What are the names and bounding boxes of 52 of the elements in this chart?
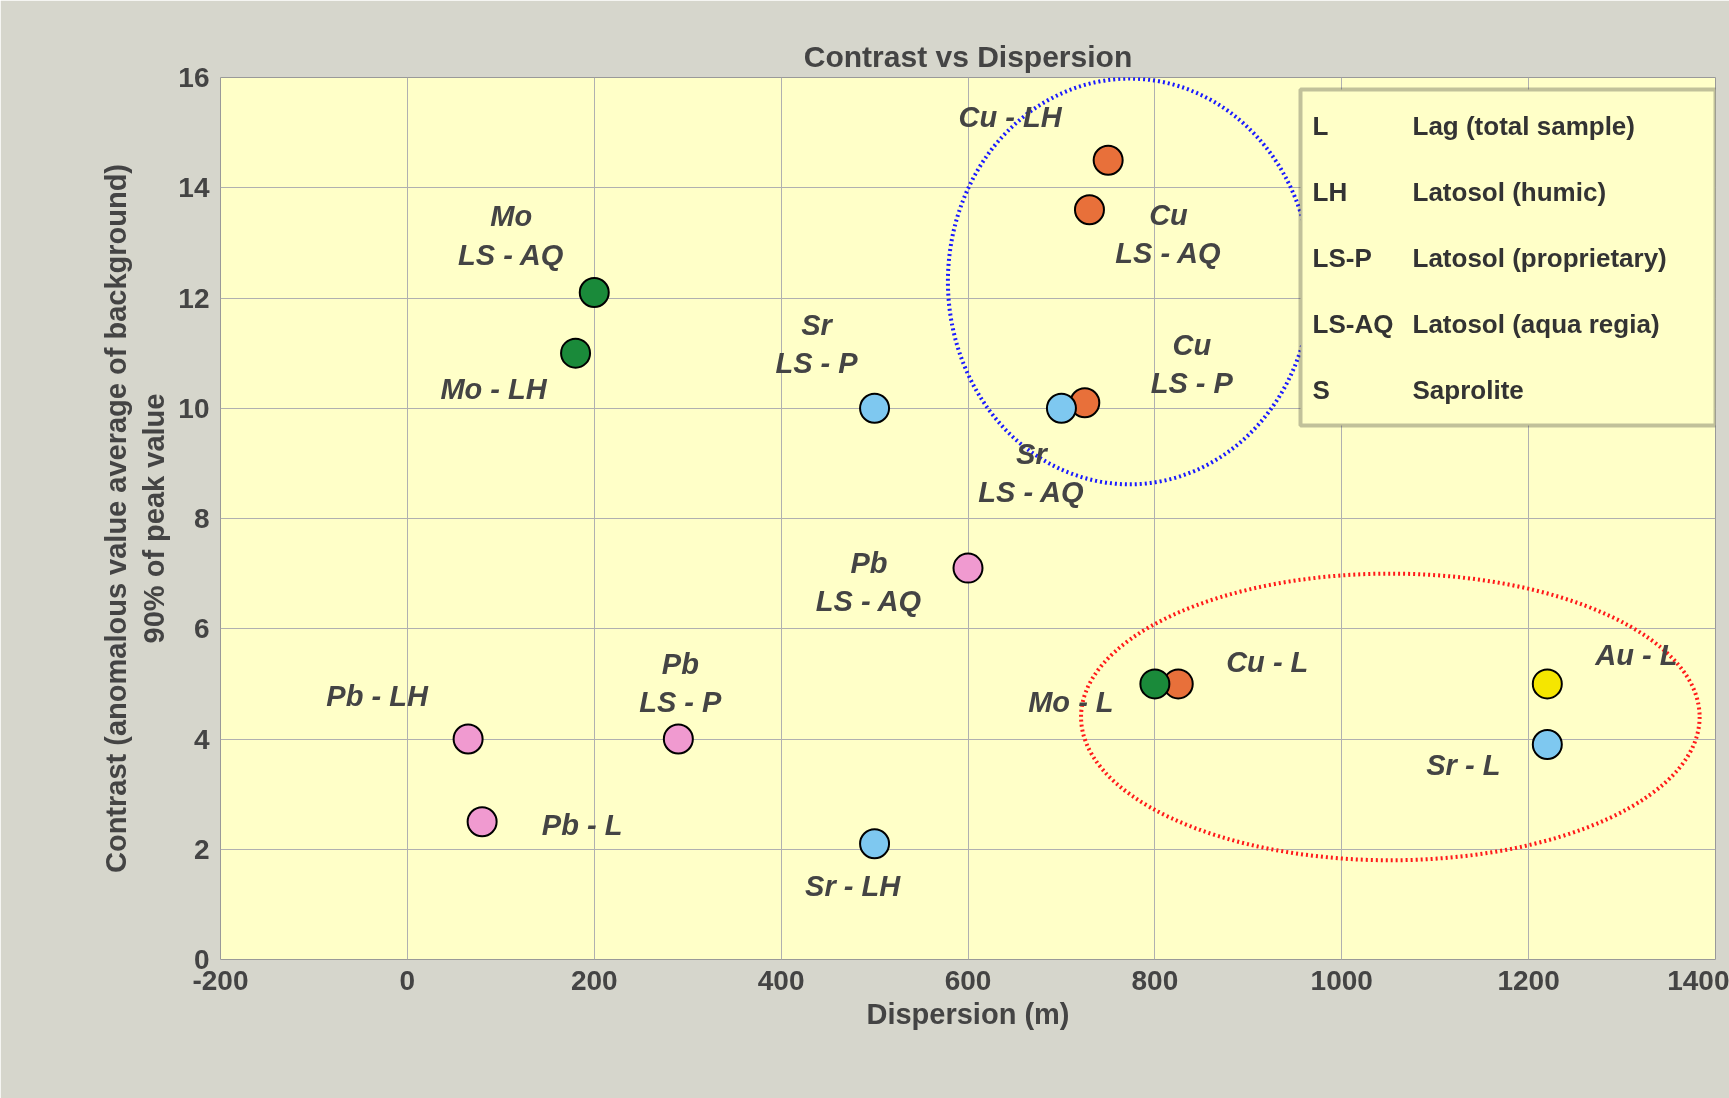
point: [466, 806, 498, 838]
annotation: Sr - L: [1426, 748, 1501, 781]
y-tick-label: 2: [193, 833, 210, 865]
annotation: Cu LS - P: [1150, 328, 1234, 399]
x-tick-label: 600: [944, 964, 992, 996]
point: [1073, 194, 1105, 226]
point: [578, 277, 610, 308]
point: [1092, 144, 1124, 176]
annotation: Cu - L: [1226, 645, 1309, 678]
point: [662, 723, 694, 755]
annotation: Mo - LH: [440, 373, 548, 406]
annotation: Pb - LH: [326, 680, 429, 712]
y-tick-label: 16: [178, 62, 210, 93]
x-tick-label: 1200: [1497, 964, 1560, 996]
annotation: Cu - LH: [958, 101, 1063, 134]
annotation: Cu LS - AQ: [1115, 198, 1221, 269]
y-tick-label: 4: [193, 723, 210, 755]
text: S Saprolite: [1312, 374, 1524, 405]
point: [859, 828, 891, 860]
annotation: LS-AQ Latosol (aqua regia): [1312, 308, 1660, 339]
x-tick-label: 0: [399, 964, 416, 996]
y-tick-label: 10: [178, 392, 210, 424]
annotation: Pb - L: [541, 808, 623, 841]
text: LS-P Latosol (proprietary): [1312, 242, 1667, 273]
x-axis-title: Dispersion (m): [866, 997, 1070, 1030]
annotation: Mo - L: [1028, 685, 1114, 718]
text: LH Latosol (humic): [1312, 176, 1607, 207]
y-tick-label: 12: [178, 282, 210, 314]
point: [560, 337, 592, 369]
x-tick-label: 200: [570, 964, 618, 996]
y-tick-label: 8: [193, 503, 210, 534]
point: [1531, 729, 1563, 760]
point: [859, 392, 891, 424]
point: [952, 552, 984, 584]
point: [452, 723, 484, 755]
point: [1139, 668, 1171, 700]
y-tick-label: 6: [193, 613, 210, 645]
annotation: Sr LS - P: [775, 309, 859, 380]
x-tick-label: 1000: [1310, 964, 1373, 996]
annotation: Mo LS - AQ: [458, 200, 564, 271]
y-tick-label: 14: [178, 172, 210, 204]
annotation: Pb LS - AQ: [815, 546, 922, 618]
annotation: Pb LS - P: [639, 647, 723, 719]
y-axis-title: Contrast (anomalous value average of background) 90% of peak value: [99, 163, 171, 874]
point: [1045, 392, 1077, 424]
annotation: Sr - LH: [805, 869, 902, 902]
x-tick-label: 1400: [1667, 964, 1729, 996]
point: [1531, 668, 1563, 700]
text: L Lag (total sample): [1312, 110, 1635, 141]
x-tick-label: 800: [1131, 964, 1179, 996]
x-tick-label: 400: [757, 964, 805, 996]
chart-title: Contrast vs Dispersion: [803, 39, 1133, 73]
